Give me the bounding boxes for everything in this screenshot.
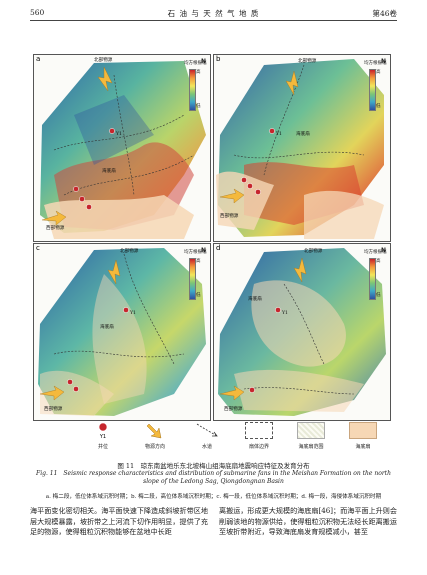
header-rule [30, 20, 397, 21]
panel-label: b [216, 55, 221, 63]
north-arrow-icon: N [381, 247, 387, 254]
legend-text: 物源方向 [144, 444, 165, 450]
well-label: Y1 [276, 132, 282, 137]
north-arrow-icon: N [201, 58, 207, 65]
figure-legend: Y1 井位 物源方向 水道 扇体边界 海底扇范围 [40, 420, 390, 458]
figure-caption-en: Fig. 11 Seismic response characteristics… [36, 470, 391, 485]
north-arrow-icon: N [201, 247, 207, 254]
legend-text: 海底扇 [355, 444, 371, 450]
panel-label: d [216, 244, 221, 252]
north-source-label: 北部物源 [94, 58, 113, 63]
fan-boundary-swatch [245, 421, 273, 439]
colorbar-low: 低 [196, 104, 201, 109]
legend-item-arrow: 物源方向 [132, 420, 178, 450]
colorbar-title: 均方根振幅 [184, 250, 207, 255]
well-label: Y1 [282, 311, 288, 316]
channel-label: 海底扇 [296, 132, 310, 137]
north-source-label: 北部物源 [120, 249, 139, 254]
colorbar [189, 69, 196, 111]
colorbar-high: 高 [376, 70, 381, 75]
journal-title: 石 油 与 天 然 气 地 质 [167, 9, 260, 18]
legend-well-sub: Y1 [99, 434, 106, 440]
north-arrow-icon: N [381, 58, 387, 65]
legend-item-boundary: 扇体边界 [236, 420, 282, 450]
west-source-label: 西部物源 [224, 407, 243, 412]
panel-b-map [216, 59, 384, 239]
colorbar-high: 高 [196, 259, 201, 264]
colorbar [369, 258, 376, 300]
figure-subcaption: a. 梅二段，低位体系域沉积时期；b. 梅二段，高位体系域沉积时期；c. 梅一段… [45, 494, 382, 500]
legend-text: 海底扇范围 [298, 444, 324, 450]
well-label: Y1 [130, 311, 136, 316]
channel-label: 海底扇 [248, 297, 262, 302]
legend-text: 水道 [201, 444, 212, 450]
north-source-label: 北部物源 [304, 249, 323, 254]
colorbar-title: 均方根振幅 [364, 61, 387, 66]
well-icon: Y1 [98, 422, 108, 440]
panel-b: b N 北部物源 Y1 海底扇 西部物源 均方根振幅 高 低 [213, 54, 391, 242]
colorbar-high: 高 [196, 70, 201, 75]
panel-label: c [36, 244, 40, 252]
panel-label: a [36, 55, 41, 63]
channel-icon [196, 423, 218, 437]
north-source-label: 北部物源 [298, 59, 317, 64]
west-source-label: 西部物源 [46, 226, 65, 231]
legend-item-fan-fill: 海底扇 [340, 420, 386, 450]
colorbar [369, 69, 376, 111]
colorbar-low: 低 [196, 293, 201, 298]
legend-item-fan-area: 海底扇范围 [288, 420, 334, 450]
legend-text: 扇体边界 [248, 444, 269, 450]
fan-area-swatch [297, 421, 325, 439]
legend-item-channel: 水道 [184, 420, 230, 450]
legend-text: 井位 [97, 444, 108, 450]
body-text-right: 离搬运，形成更大规模的海底扇[46]；而海平面上升则会削弱该地的物源供给，使得粗… [219, 506, 397, 536]
west-source-label: 西部物源 [44, 407, 63, 412]
well-label: Y1 [116, 132, 122, 137]
page-number: 560 [30, 8, 45, 17]
channel-label: 海底扇 [100, 325, 114, 330]
body-text-left: 海平面变化密切相关。海平面快速下降造成斜坡折带区地层大规模暴露，坡折带之上河流下… [30, 506, 208, 536]
panel-a: a N 北部物源 Y1 海底扇 西部物源 均方根振幅 高 低 [33, 54, 211, 242]
panel-c: c N 北部物源 Y1 海底扇 西部物源 均方根振幅 高 低 [33, 243, 211, 421]
panel-d-map [218, 248, 386, 416]
volume-number: 第46卷 [372, 9, 397, 18]
source-arrow-icon [146, 423, 162, 439]
colorbar-low: 低 [376, 104, 381, 109]
colorbar [189, 258, 196, 300]
page-header: 560 石 油 与 天 然 气 地 质 第46卷 [30, 8, 397, 20]
channel-label: 海底扇 [102, 169, 116, 174]
fan-fill-swatch [349, 421, 377, 439]
legend-item-well: Y1 井位 [80, 420, 126, 450]
figure-caption-zh: 图 11 琼东南盆地乐东北坡梅山组海底扇地震响应特征及发育分布 [117, 462, 310, 470]
panel-d: d N 北部物源 Y1 海底扇 西部物源 均方根振幅 高 低 [213, 243, 391, 421]
colorbar-title: 均方根振幅 [184, 61, 207, 66]
colorbar-low: 低 [376, 293, 381, 298]
west-source-label: 西部物源 [220, 214, 239, 219]
panel-c-map [38, 248, 206, 416]
colorbar-title: 均方根振幅 [364, 250, 387, 255]
colorbar-high: 高 [376, 259, 381, 264]
panel-a-map [40, 61, 206, 239]
